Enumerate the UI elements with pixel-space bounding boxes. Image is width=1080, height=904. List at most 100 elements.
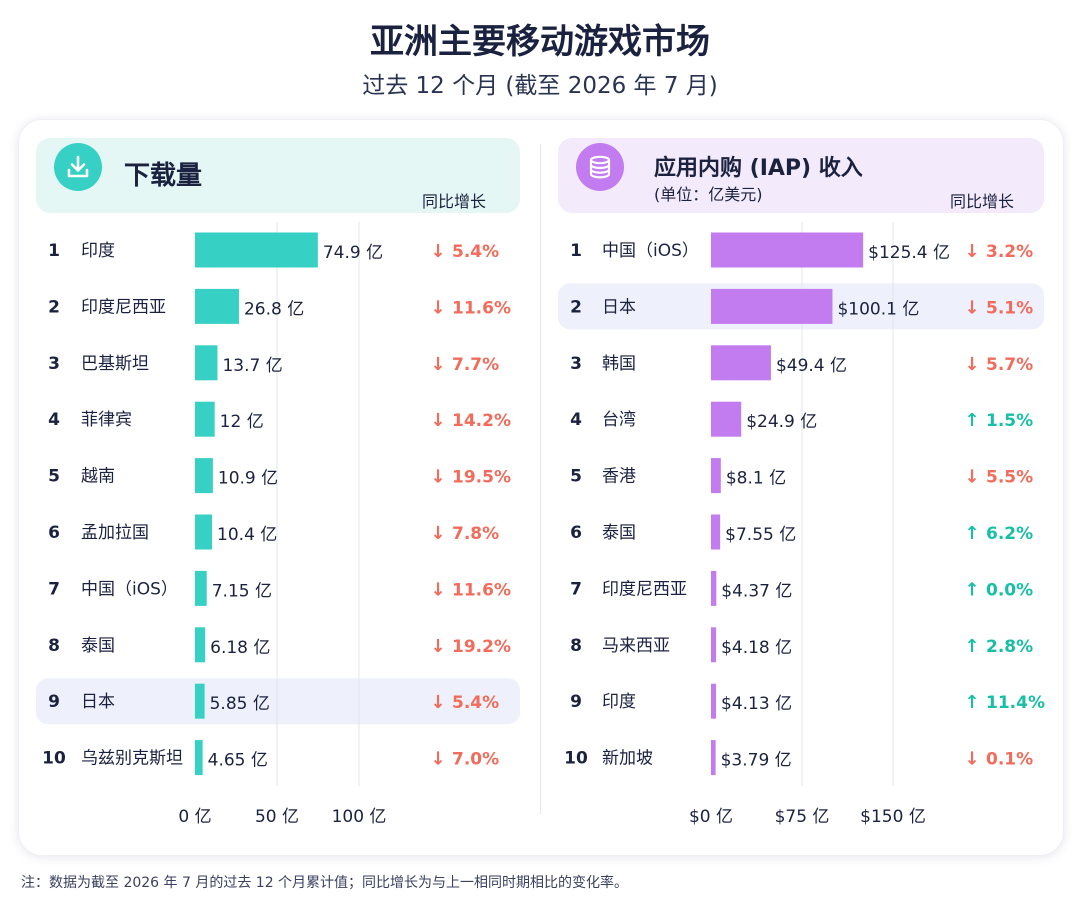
rank-label: 9 — [570, 692, 582, 712]
bar — [711, 232, 864, 268]
yoy-label: 1.5% — [986, 411, 1033, 431]
value-label: 13.7 亿 — [222, 356, 282, 376]
arrow-down-icon: ↓ — [430, 467, 445, 488]
arrow-down-icon: ↓ — [964, 297, 979, 318]
bar — [195, 683, 205, 719]
rank-label: 5 — [570, 467, 582, 487]
bar — [195, 288, 239, 324]
value-label: $24.9 亿 — [746, 412, 817, 432]
downloads-panel-header: 下载量 同比增长 — [36, 138, 520, 213]
value-label: $4.18 亿 — [721, 638, 792, 658]
yoy-label: 19.5% — [452, 468, 511, 488]
value-label: $7.55 亿 — [725, 525, 796, 545]
bar — [711, 288, 833, 324]
value-label: 7.15 亿 — [212, 581, 272, 601]
bar — [711, 458, 721, 494]
rank-label: 4 — [48, 410, 60, 430]
yoy-label: 19.2% — [452, 637, 511, 657]
yoy-label: 0.1% — [986, 750, 1033, 770]
yoy-label: 5.7% — [986, 355, 1033, 375]
yoy-label: 5.4% — [452, 242, 499, 262]
arrow-down-icon: ↓ — [430, 636, 445, 657]
rank-label: 2 — [48, 297, 60, 317]
arrow-down-icon: ↓ — [430, 241, 445, 262]
yoy-label: 7.8% — [452, 524, 499, 544]
yoy-label: 3.2% — [986, 242, 1033, 262]
downloads-panel: 下载量 同比增长 0 亿 50 亿 100 亿 1 印度 74.9 亿 ↓ 5.4% 2 印度尼西… — [36, 138, 522, 838]
arrow-down-icon: ↓ — [964, 467, 979, 488]
revenue-panel: 应用内购 (IAP) 收入 (单位：亿美元) 同比增长 $0 亿 $75 亿 $15… — [558, 138, 1048, 838]
yoy-label: 2.8% — [986, 637, 1033, 657]
yoy-label: 0.0% — [986, 580, 1033, 600]
chart-card — [18, 119, 1064, 856]
arrow-down-icon: ↓ — [430, 410, 445, 431]
yoy-label: 5.4% — [452, 693, 499, 713]
value-label: 6.18 亿 — [210, 638, 270, 658]
value-label: 5.85 亿 — [210, 694, 270, 714]
value-label: $3.79 亿 — [721, 751, 792, 771]
bar — [195, 514, 213, 550]
bar — [711, 401, 742, 437]
category-label: 越南 — [81, 467, 115, 487]
category-label: 菲律宾 — [81, 410, 132, 430]
arrow-down-icon: ↓ — [964, 241, 979, 262]
value-label: 4.65 亿 — [208, 751, 268, 771]
yoy-label: 14.2% — [452, 411, 511, 431]
rank-label: 8 — [48, 636, 60, 656]
value-label: 10.4 亿 — [217, 525, 277, 545]
footnote: 注：数据为截至 2026 年 7 月的过去 12 个月累计值；同比增长为与上一相… — [21, 875, 629, 891]
bar — [711, 514, 721, 550]
x-tick-label: $75 亿 — [775, 807, 830, 827]
category-label: 台湾 — [602, 410, 636, 430]
page-subtitle: 过去 12 个月 (截至 2026 年 7 月) — [362, 73, 718, 99]
page-title: 亚洲主要移动游戏市场 — [370, 22, 710, 62]
rank-label: 6 — [570, 523, 582, 543]
category-label: 马来西亚 — [602, 636, 670, 656]
value-label: 26.8 亿 — [244, 299, 304, 319]
rank-label: 7 — [48, 579, 60, 599]
x-tick-label: 100 亿 — [332, 807, 387, 827]
yoy-label: 11.6% — [452, 298, 511, 318]
highlight-row — [36, 678, 520, 725]
revenue-yoy-header: 同比增长 — [950, 192, 1015, 211]
category-label: 印度 — [602, 692, 636, 712]
rank-label: 3 — [570, 354, 582, 374]
value-label: $49.4 亿 — [776, 356, 847, 376]
value-label: $100.1 亿 — [837, 299, 919, 319]
arrow-down-icon: ↓ — [430, 297, 445, 318]
revenue-panel-title: 应用内购 (IAP) 收入 — [654, 156, 863, 181]
category-label: 印度 — [81, 241, 115, 261]
rank-label: 5 — [48, 467, 60, 487]
bar — [711, 627, 717, 663]
bar — [195, 401, 215, 437]
downloads-panel-title: 下载量 — [124, 161, 203, 191]
arrow-down-icon: ↓ — [430, 523, 445, 544]
rank-label: 1 — [48, 241, 60, 261]
category-label: 泰国 — [602, 523, 636, 543]
bar — [195, 740, 203, 776]
rank-label: 6 — [48, 523, 60, 543]
bar — [195, 570, 207, 606]
yoy-label: 7.7% — [452, 355, 499, 375]
rank-label: 8 — [570, 636, 582, 656]
rank-label: 4 — [570, 410, 582, 430]
category-label: 韩国 — [602, 354, 636, 374]
bar — [195, 458, 213, 494]
arrow-up-icon: ↑ — [964, 410, 979, 431]
arrow-down-icon: ↓ — [430, 579, 445, 600]
revenue-panel-header: 应用内购 (IAP) 收入 (单位：亿美元) 同比增长 — [558, 138, 1044, 213]
arrow-up-icon: ↑ — [964, 523, 979, 544]
bar — [711, 345, 771, 381]
rank-label: 10 — [42, 749, 66, 769]
category-label: 香港 — [602, 467, 636, 487]
value-label: $4.13 亿 — [721, 694, 792, 714]
value-label: $8.1 亿 — [726, 469, 786, 489]
value-label: 10.9 亿 — [218, 469, 278, 489]
bar — [711, 740, 716, 776]
downloads-bar-chart: 0 亿 50 亿 100 亿 1 印度 74.9 亿 ↓ 5.4% 2 印度尼西亚 26.8 亿 ↓ 1… — [36, 222, 520, 827]
category-label: 乌兹别克斯坦 — [81, 749, 183, 769]
downloads-yoy-header: 同比增长 — [422, 192, 487, 211]
rank-label: 3 — [48, 354, 60, 374]
rank-label: 7 — [570, 579, 582, 599]
x-tick-label: $0 亿 — [689, 807, 733, 827]
